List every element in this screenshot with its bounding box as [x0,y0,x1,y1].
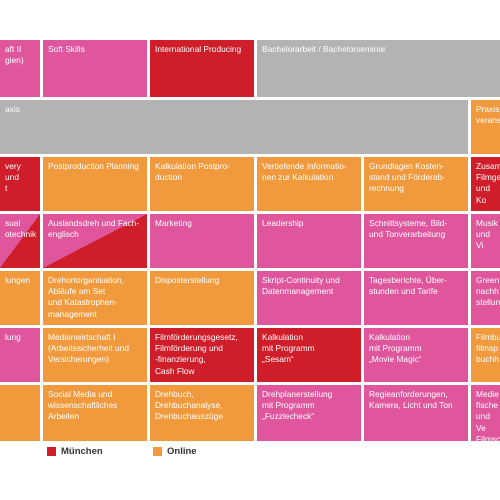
module-cell: lungen [0,271,40,325]
module-cell: Auslandsdreh und Fach- englisch [43,214,147,268]
legend-item-online: Online [153,446,197,457]
module-cell: Zusam Filmge und Ko [471,157,500,211]
legend-label: München [61,446,103,457]
module-cell: Drehplanerstellung mit Programm „Fuzzlec… [257,385,361,441]
module-cell: very und t [0,157,40,211]
module-cell: Social Media und wissenschaftliches Arbe… [43,385,147,441]
module-cell [0,385,40,441]
module-cell: Skript-Continuity und Datenmanagement [257,271,361,325]
module-cell: Leadership [257,214,361,268]
module-cell: Tagesberichte, Über- stunden und Tarife [364,271,468,325]
legend-label: Online [167,446,197,457]
module-cell: Bachelorarbeit / Bachelorseminar [257,40,500,97]
module-cell: aft II gien) [0,40,40,97]
legend-item-muenchen: München [47,446,103,457]
module-cell: International Producing [150,40,254,97]
module-cell: Kalkulation Postpro- duction [150,157,254,211]
legend-swatch [153,447,162,456]
module-cell: Regieanforderungen, Kamera, Licht und To… [364,385,468,441]
module-cell: Grundlagen Kosten- stand und Förderab- r… [364,157,468,211]
legend-swatch [47,447,56,456]
module-cell: Vertiefende Informatio- nen zur Kalkulat… [257,157,361,211]
module-cell: Kalkulation mit Programm „Sesam“ [257,328,361,382]
module-cell: Postproduction Planning [43,157,147,211]
module-cell: Soft Skills [43,40,147,97]
module-cell: Filmförderungsgesetz, Filmförderung und … [150,328,254,382]
module-cell: Schnittsysteme, Bild- und Tonverarbeitun… [364,214,468,268]
module-cell: Drehortorganisation, Abläufe am Set und … [43,271,147,325]
module-cell: lung [0,328,40,382]
module-cell: Filmbu filmsp buchh [471,328,500,382]
module-cell: sual otechnik [0,214,40,268]
module-cell: Medie fische und Ve Filmsc [471,385,500,441]
module-cell: axis [0,100,468,154]
module-cell: Disposterstellung [150,271,254,325]
module-cell: Kalkulation mit Programm „Movie Magic“ [364,328,468,382]
module-cell: Musik und Vi [471,214,500,268]
module-cell: Green nachh stellun [471,271,500,325]
module-cell: Medienwirtschaft I (Arbeitssicherheit un… [43,328,147,382]
module-cell: Marketing [150,214,254,268]
module-cell: Drehbuch, Drehbuchanalyse, Drehbuchauszü… [150,385,254,441]
module-cell: Praxis veranst [471,100,500,154]
